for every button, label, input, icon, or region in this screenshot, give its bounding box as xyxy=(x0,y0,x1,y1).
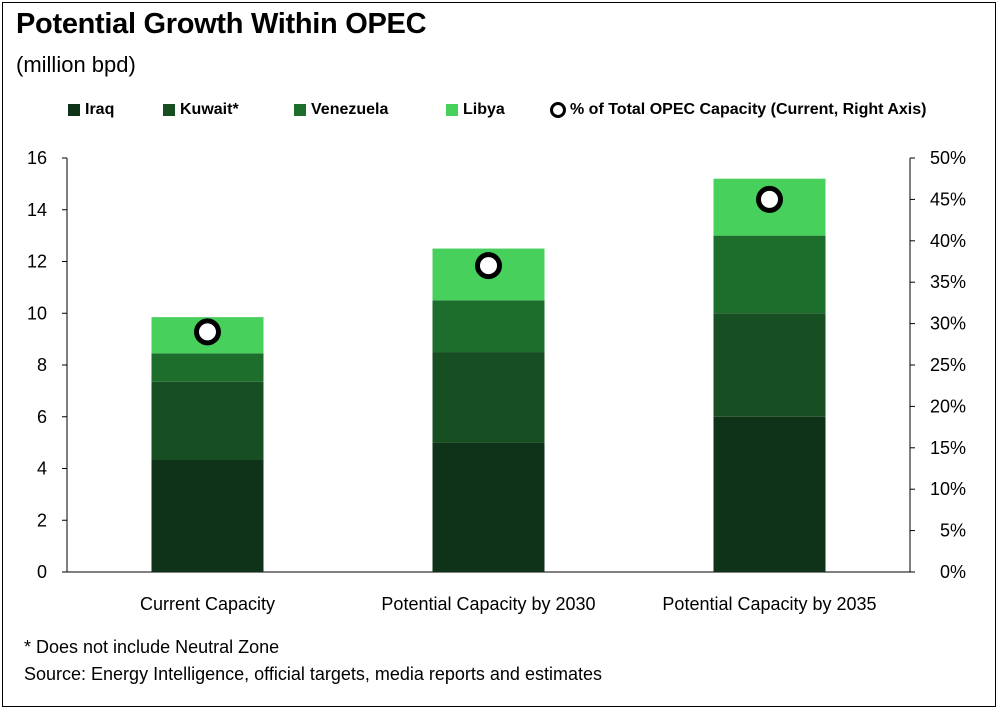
bar-venezuela-1 xyxy=(432,300,545,353)
bar-venezuela-2 xyxy=(713,235,826,314)
source-note: Source: Energy Intelligence, official ta… xyxy=(24,664,602,684)
y-tick-label-left: 16 xyxy=(27,148,47,168)
x-category-label: Current Capacity xyxy=(140,594,275,614)
opec-share-marker-1 xyxy=(475,252,502,280)
y-tick-label-left: 14 xyxy=(27,200,47,220)
legend-swatch-kuwait xyxy=(163,104,175,116)
y-tick-label-right: 40% xyxy=(930,231,966,251)
y-tick-label-right: 25% xyxy=(930,355,966,375)
opec-share-marker-2 xyxy=(756,185,783,213)
y-tick-label-right: 50% xyxy=(930,148,966,168)
x-category-label: Potential Capacity by 2030 xyxy=(381,594,595,614)
bar-venezuela-0 xyxy=(151,353,264,382)
bar-iraq-0 xyxy=(151,459,264,572)
footnote: * Does not include Neutral Zone xyxy=(24,637,280,657)
legend: Iraq Kuwait* Venezuela Libya % of Total … xyxy=(0,98,1000,122)
y-tick-label-right: 45% xyxy=(930,189,966,209)
y-tick-label-left: 8 xyxy=(37,355,47,375)
legend-item-venezuela: Venezuela xyxy=(294,98,388,122)
legend-item-opec-share: % of Total OPEC Capacity (Current, Right… xyxy=(550,98,926,122)
chart-title: Potential Growth Within OPEC xyxy=(16,8,427,40)
y-tick-label-right: 20% xyxy=(930,396,966,416)
bar-kuwait-1 xyxy=(432,352,545,443)
opec-share-marker-0 xyxy=(194,318,221,346)
y-tick-label-right: 0% xyxy=(940,562,966,582)
y-tick-label-right: 30% xyxy=(930,314,966,334)
bar-kuwait-2 xyxy=(713,313,826,417)
legend-swatch-venezuela xyxy=(294,104,306,116)
legend-item-iraq: Iraq xyxy=(68,98,114,122)
bar-iraq-1 xyxy=(432,442,545,572)
y-tick-label-left: 6 xyxy=(37,407,47,427)
legend-label-kuwait: Kuwait* xyxy=(180,101,239,118)
legend-label-venezuela: Venezuela xyxy=(311,101,389,118)
y-tick-label-right: 5% xyxy=(940,521,966,541)
legend-label-iraq: Iraq xyxy=(85,101,115,118)
legend-label-libya: Libya xyxy=(463,101,505,118)
y-tick-label-right: 10% xyxy=(930,479,966,499)
legend-item-libya: Libya xyxy=(446,98,505,122)
legend-swatch-libya xyxy=(446,104,458,116)
legend-marker-opec-share xyxy=(550,102,566,118)
y-tick-label-left: 2 xyxy=(37,510,47,530)
legend-label-opec-share: % of Total OPEC Capacity (Current, Right… xyxy=(570,101,927,118)
y-tick-label-left: 10 xyxy=(27,303,47,323)
y-tick-label-right: 15% xyxy=(930,438,966,458)
legend-swatch-iraq xyxy=(68,104,80,116)
legend-item-kuwait: Kuwait* xyxy=(163,98,239,122)
y-tick-label-left: 0 xyxy=(37,562,47,582)
bar-kuwait-0 xyxy=(151,381,264,460)
chart-subtitle: (million bpd) xyxy=(16,52,136,77)
y-tick-label-right: 35% xyxy=(930,272,966,292)
y-tick-label-left: 12 xyxy=(27,252,47,272)
x-category-label: Potential Capacity by 2035 xyxy=(662,594,876,614)
y-tick-label-left: 4 xyxy=(37,459,47,479)
bar-iraq-2 xyxy=(713,416,826,572)
